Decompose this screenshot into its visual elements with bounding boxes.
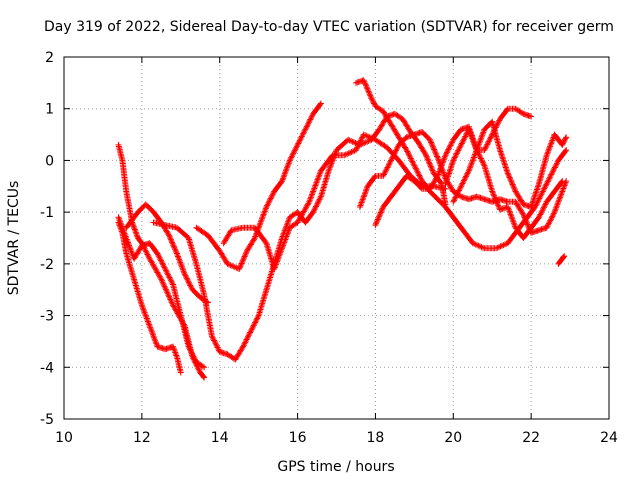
y-axis-label: SDTVAR / TECUs (6, 181, 22, 296)
series-markers (150, 136, 363, 363)
y-tick-label: 1 (45, 102, 54, 118)
series-track-11 (356, 110, 449, 208)
series-markers (356, 129, 570, 236)
series-track-10 (372, 123, 566, 241)
series-markers (193, 100, 324, 272)
chart-title: Day 319 of 2022, Sidereal Day-to-day VTE… (44, 19, 614, 35)
series-track-6 (193, 100, 324, 272)
grid-lines (64, 57, 609, 419)
series-markers (123, 201, 211, 306)
series-markers (450, 118, 570, 210)
plot-frame (63, 56, 610, 420)
series-track-4 (123, 201, 211, 306)
y-tick-label: -4 (40, 360, 54, 376)
series-markers (220, 131, 449, 272)
series-track-14 (555, 253, 568, 267)
x-tick-label: 24 (600, 430, 618, 446)
y-tick-label: -2 (40, 257, 54, 273)
y-tick-label: -5 (40, 412, 54, 428)
y-tick-label: 2 (45, 50, 54, 66)
series-track-9 (356, 129, 570, 236)
series-markers (115, 219, 184, 376)
x-axis-label: GPS time / hours (277, 459, 394, 475)
series-track-3 (115, 214, 208, 371)
x-tick-label: 10 (55, 430, 73, 446)
series-track-7 (220, 131, 449, 272)
series-track-13 (450, 118, 570, 210)
y-tick-label: -3 (40, 309, 54, 325)
y-tick-label: -1 (40, 205, 54, 221)
series-track-8 (353, 77, 570, 252)
series-markers (555, 253, 568, 267)
data-series (115, 77, 570, 381)
series-markers (356, 110, 449, 208)
x-tick-label: 12 (133, 430, 151, 446)
y-tick-label: 0 (45, 153, 54, 169)
x-tick-label: 14 (211, 430, 229, 446)
series-track-5 (150, 136, 363, 363)
x-tick-label: 16 (289, 430, 307, 446)
x-tick-label: 18 (367, 430, 385, 446)
series-track-2 (115, 219, 184, 376)
x-tick-label: 20 (444, 430, 462, 446)
series-markers (353, 77, 570, 252)
x-tick-label: 22 (522, 430, 540, 446)
series-markers (115, 214, 208, 371)
series-markers (372, 123, 566, 241)
